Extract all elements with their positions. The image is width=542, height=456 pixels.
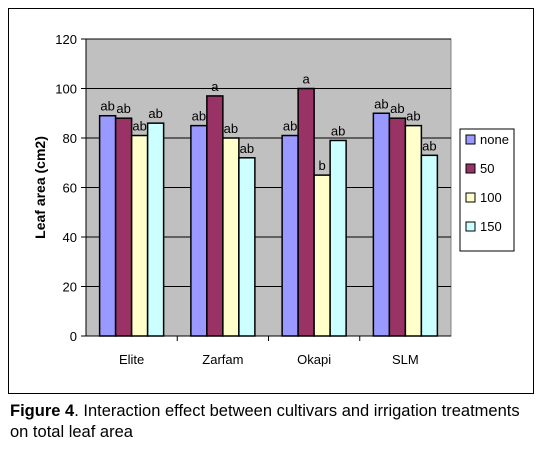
bar-data-label: ab [374,96,388,111]
bar-data-label: ab [283,119,297,134]
bar [238,157,256,337]
y-axis-title: Leaf area (cm2) [32,136,48,239]
bar-data-label: ab [331,123,345,138]
caption-label: Figure 4 [10,402,75,420]
y-tick-label: 40 [63,230,77,245]
caption-text: . Interaction effect between cultivars a… [10,402,520,441]
bar-data-label: ab [116,101,130,116]
bar [297,87,315,337]
x-tick-label: Zarfam [202,352,243,367]
bar-data-label: b [319,158,326,173]
x-tick-label: SLM [392,352,419,367]
bar [281,134,299,337]
y-tick-label: 80 [63,131,77,146]
legend-label: none [480,132,509,147]
bar [146,122,165,337]
bar-data-label: ab [100,99,114,114]
x-tick-label: Okapi [297,352,331,367]
bar-data-label: ab [132,119,146,134]
y-tick-label: 60 [63,181,77,196]
bar-data-label: ab [390,101,404,116]
bar [222,137,240,337]
bar-data-label: ab [224,121,238,136]
bar-data-label: ab [422,138,436,153]
bar-data-label: a [303,72,311,87]
legend-swatch [465,163,476,174]
bar-data-label: ab [192,109,206,124]
bar [372,112,391,337]
chart-frame: 0 20 40 60 80 100 120 ab ab ab ab Elite ab a ab ab Zarfa… [8,8,534,394]
y-tick-label: 100 [55,82,77,97]
y-tick-label: 20 [63,280,77,295]
legend-swatch [465,221,476,232]
bar [313,174,331,337]
bar [206,95,224,337]
legend-label: 50 [480,161,494,176]
x-tick-label: Elite [119,352,144,367]
bar-data-label: a [211,79,219,94]
legend-label: 100 [480,190,502,205]
bar-data-label: ab [406,109,420,124]
bar [388,117,407,337]
bar [404,124,423,337]
y-tick-label: 0 [70,329,77,344]
bar [329,139,347,337]
bar [130,134,149,337]
bar [420,154,439,337]
bar [98,114,117,337]
legend-label: 150 [480,219,502,234]
legend-swatch [465,192,476,203]
legend-swatch [465,134,476,145]
bar [190,124,208,337]
bar-data-label: ab [240,141,254,156]
y-tick-label: 120 [55,32,77,47]
bar-data-label: ab [148,106,162,121]
bar [114,117,133,337]
figure-caption: Figure 4. Interaction effect between cul… [10,401,530,443]
